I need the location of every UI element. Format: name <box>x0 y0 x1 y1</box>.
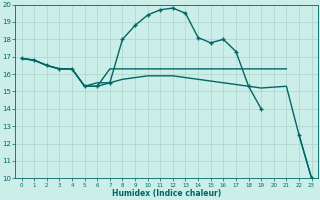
X-axis label: Humidex (Indice chaleur): Humidex (Indice chaleur) <box>112 189 221 198</box>
